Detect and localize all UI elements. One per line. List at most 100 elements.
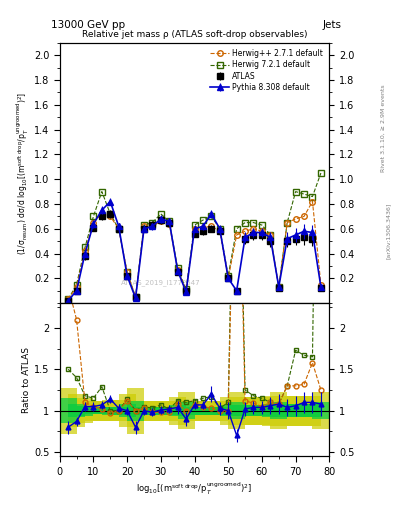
Herwig 7.2.1 default <box>133 294 138 300</box>
Text: [arXiv:1306.3436]: [arXiv:1306.3436] <box>386 202 391 259</box>
Herwig++ 2.7.1 default <box>167 221 172 227</box>
Bar <box>304 404 321 417</box>
Bar <box>127 401 144 420</box>
Herwig 7.2.1 default <box>116 226 121 232</box>
Bar <box>169 397 186 425</box>
Herwig 7.2.1 default <box>310 194 315 200</box>
Bar <box>152 401 169 420</box>
Herwig 7.2.1 default <box>268 232 273 238</box>
Herwig 7.2.1 default <box>91 214 96 220</box>
Bar <box>68 394 85 427</box>
Herwig 7.2.1 default <box>158 211 163 217</box>
Text: ATLAS_2019_I1772547: ATLAS_2019_I1772547 <box>121 280 201 286</box>
Herwig++ 2.7.1 default <box>133 294 138 300</box>
Herwig 7.2.1 default <box>319 170 323 176</box>
Bar <box>211 407 228 415</box>
Herwig 7.2.1 default <box>234 226 239 232</box>
Bar <box>68 404 85 417</box>
Bar <box>253 397 270 425</box>
Bar <box>203 407 220 415</box>
Herwig 7.2.1 default <box>217 226 222 232</box>
Bar <box>296 404 312 417</box>
Bar <box>169 405 186 416</box>
Bar <box>144 401 161 420</box>
Herwig 7.2.1 default <box>74 282 79 288</box>
Bar <box>178 402 195 419</box>
Bar <box>211 401 228 420</box>
Herwig++ 2.7.1 default <box>319 282 323 288</box>
Text: 13000 GeV pp: 13000 GeV pp <box>51 20 125 31</box>
Herwig 7.2.1 default <box>141 222 146 228</box>
Herwig++ 2.7.1 default <box>243 228 248 234</box>
Herwig++ 2.7.1 default <box>192 226 197 232</box>
Bar <box>85 401 102 420</box>
Herwig 7.2.1 default <box>125 269 129 275</box>
Bar <box>186 401 203 420</box>
Text: Jets: Jets <box>323 20 342 31</box>
Herwig++ 2.7.1 default <box>99 211 104 217</box>
Bar <box>245 405 262 416</box>
Herwig 7.2.1 default <box>209 214 214 220</box>
Herwig 7.2.1 default <box>251 220 256 226</box>
Bar <box>220 405 237 416</box>
Herwig 7.2.1 default <box>259 222 264 228</box>
Bar <box>253 405 270 416</box>
Bar <box>152 407 169 415</box>
Bar <box>144 407 161 415</box>
Bar <box>127 388 144 434</box>
Herwig 7.2.1 default <box>83 244 87 250</box>
Bar <box>228 402 245 419</box>
Herwig 7.2.1 default <box>293 188 298 195</box>
Bar <box>161 407 178 415</box>
Herwig++ 2.7.1 default <box>251 226 256 232</box>
Bar <box>136 401 152 420</box>
Y-axis label: Ratio to ATLAS: Ratio to ATLAS <box>22 347 31 413</box>
Herwig++ 2.7.1 default <box>226 275 231 282</box>
Bar <box>161 401 178 420</box>
Bar <box>102 407 119 415</box>
Herwig++ 2.7.1 default <box>259 228 264 234</box>
Herwig++ 2.7.1 default <box>200 224 205 230</box>
Herwig++ 2.7.1 default <box>184 288 189 294</box>
Bar <box>60 388 77 434</box>
Bar <box>262 404 279 417</box>
Herwig++ 2.7.1 default <box>234 232 239 238</box>
Herwig++ 2.7.1 default <box>302 214 307 220</box>
Legend: Herwig++ 2.7.1 default, Herwig 7.2.1 default, ATLAS, Pythia 8.308 default: Herwig++ 2.7.1 default, Herwig 7.2.1 def… <box>208 47 325 94</box>
Bar <box>228 393 245 429</box>
Bar <box>85 408 102 414</box>
Bar <box>77 398 94 423</box>
Herwig++ 2.7.1 default <box>74 284 79 290</box>
Bar <box>312 393 329 429</box>
Herwig++ 2.7.1 default <box>285 220 290 226</box>
Herwig 7.2.1 default <box>99 188 104 195</box>
Bar <box>60 398 77 423</box>
Bar <box>203 401 220 420</box>
Bar <box>287 404 304 417</box>
Herwig 7.2.1 default <box>167 218 172 224</box>
Bar <box>195 407 211 415</box>
Herwig++ 2.7.1 default <box>175 267 180 273</box>
Herwig++ 2.7.1 default <box>158 218 163 224</box>
Herwig++ 2.7.1 default <box>293 216 298 222</box>
Herwig 7.2.1 default <box>175 265 180 271</box>
Bar <box>119 404 136 417</box>
Herwig++ 2.7.1 default <box>217 228 222 234</box>
Bar <box>237 405 253 416</box>
Herwig++ 2.7.1 default <box>91 220 96 226</box>
Herwig++ 2.7.1 default <box>310 199 315 205</box>
Text: Rivet 3.1.10, ≥ 2.9M events: Rivet 3.1.10, ≥ 2.9M events <box>381 84 386 172</box>
Herwig 7.2.1 default <box>184 286 189 292</box>
Herwig 7.2.1 default <box>192 222 197 228</box>
Line: Herwig 7.2.1 default: Herwig 7.2.1 default <box>65 170 324 302</box>
Bar <box>178 393 195 429</box>
Herwig 7.2.1 default <box>243 220 248 226</box>
Herwig++ 2.7.1 default <box>125 269 129 275</box>
Bar <box>270 402 287 419</box>
Bar <box>279 396 296 425</box>
Bar <box>270 393 287 429</box>
Herwig 7.2.1 default <box>150 220 155 226</box>
Herwig 7.2.1 default <box>276 284 281 290</box>
Bar <box>136 407 152 415</box>
Herwig 7.2.1 default <box>285 220 290 226</box>
